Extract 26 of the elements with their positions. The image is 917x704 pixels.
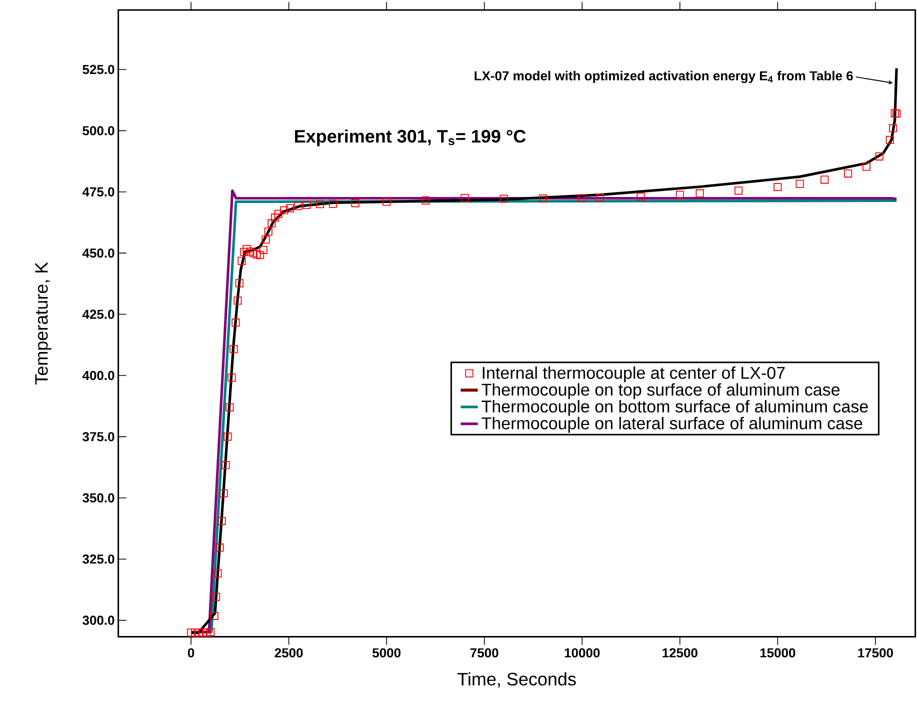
y-tick-label: 300.0 [82,616,114,625]
y-tick-label: 375.0 [82,432,114,442]
x-tick-label: 0 [188,648,194,658]
y-tick-label: 350.0 [82,493,114,502]
y-tick-label: 525.0 [82,64,114,74]
y-tick-label: 325.0 [82,554,114,564]
legend-label: Thermocouple on top surface of aluminum case [482,383,840,400]
x-axis-title: Time, Seconds [458,672,576,688]
x-tick-label: 7500 [470,648,498,658]
x-tick-label: 5000 [372,648,400,658]
legend-label: Thermocouple on lateral surface of aluminum case [482,416,862,433]
y-tick-label: 400.0 [82,370,114,380]
legend-label: Thermocouple on bottom surface of aluminum case [482,400,868,416]
x-tick-label: 12500 [662,648,698,658]
y-tick-label: 450.0 [82,248,114,258]
y-axis-title: Temperature, K [35,262,52,384]
y-tick-label: 500.0 [82,126,114,136]
x-tick-label: 15000 [760,648,796,658]
y-tick-label: 475.0 [82,187,114,196]
y-tick-label: 425.0 [82,310,114,319]
x-tick-label: 2500 [274,648,303,658]
x-tick-label: 17500 [858,648,893,658]
legend-label: Internal thermocouple at center of LX-07 [482,366,785,382]
annotation: Experiment 301, T$_{s}$= 199 °C [295,129,526,146]
x-tick-label: 10000 [564,648,600,658]
annotation: LX-07 model with optimized activation energy E$_{4}$ from Table 6 [474,70,853,84]
